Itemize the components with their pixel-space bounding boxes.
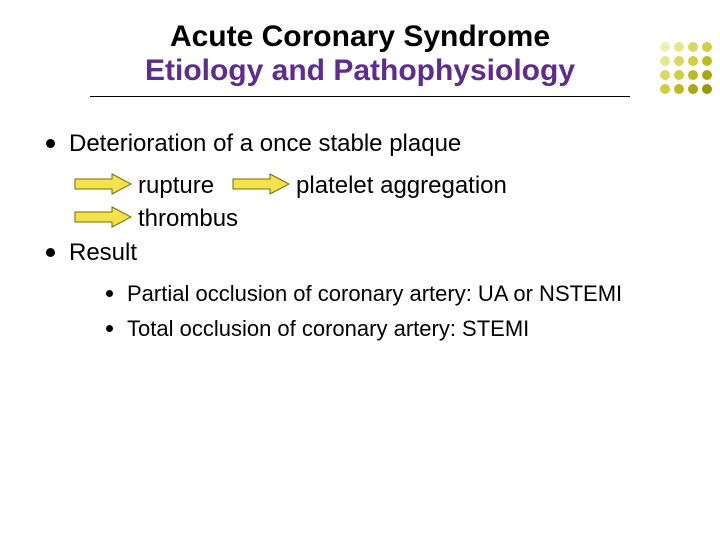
flow-line-2: thrombus bbox=[74, 204, 680, 235]
bullet-text: Result bbox=[69, 238, 137, 268]
bullet-icon bbox=[46, 248, 55, 257]
arrow-icon bbox=[74, 173, 132, 200]
title-underline bbox=[90, 96, 630, 97]
slide-body: Deterioration of a once stable plaque ru… bbox=[40, 129, 680, 343]
slide-title-sub: Etiology and Pathophysiology bbox=[40, 54, 680, 88]
sub-bullet-item: Partial occlusion of coronary artery: UA… bbox=[106, 280, 680, 308]
dot bbox=[688, 84, 698, 94]
dot bbox=[688, 42, 698, 52]
sub-bullet-list: Partial occlusion of coronary artery: UA… bbox=[106, 280, 680, 342]
bullet-icon bbox=[46, 139, 55, 148]
flow-sequence: rupture platelet aggregation thrombus bbox=[74, 171, 680, 234]
sub-bullet-text: Partial occlusion of coronary artery: UA… bbox=[127, 280, 622, 308]
arrow-icon bbox=[232, 173, 290, 200]
dot bbox=[688, 70, 698, 80]
flow-segment: rupture bbox=[138, 171, 214, 202]
sub-bullet-text: Total occlusion of coronary artery: STEM… bbox=[127, 315, 529, 343]
bullet-icon bbox=[106, 325, 113, 332]
dot bbox=[702, 70, 712, 80]
bullet-item: Result bbox=[46, 238, 680, 268]
bullet-text: Deterioration of a once stable plaque bbox=[69, 129, 461, 159]
dot bbox=[688, 56, 698, 66]
bullet-item: Deterioration of a once stable plaque bbox=[46, 129, 680, 159]
title-block: Acute Coronary Syndrome Etiology and Pat… bbox=[40, 20, 680, 97]
dot bbox=[702, 84, 712, 94]
flow-segment: thrombus bbox=[138, 204, 238, 235]
slide: Acute Coronary Syndrome Etiology and Pat… bbox=[0, 0, 720, 540]
flow-segment: platelet aggregation bbox=[296, 171, 507, 202]
flow-line-1: rupture platelet aggregation bbox=[74, 171, 680, 202]
sub-bullet-item: Total occlusion of coronary artery: STEM… bbox=[106, 315, 680, 343]
dot bbox=[702, 56, 712, 66]
slide-title-main: Acute Coronary Syndrome bbox=[40, 20, 680, 54]
dot bbox=[702, 42, 712, 52]
arrow-icon bbox=[74, 206, 132, 233]
bullet-icon bbox=[106, 290, 113, 297]
